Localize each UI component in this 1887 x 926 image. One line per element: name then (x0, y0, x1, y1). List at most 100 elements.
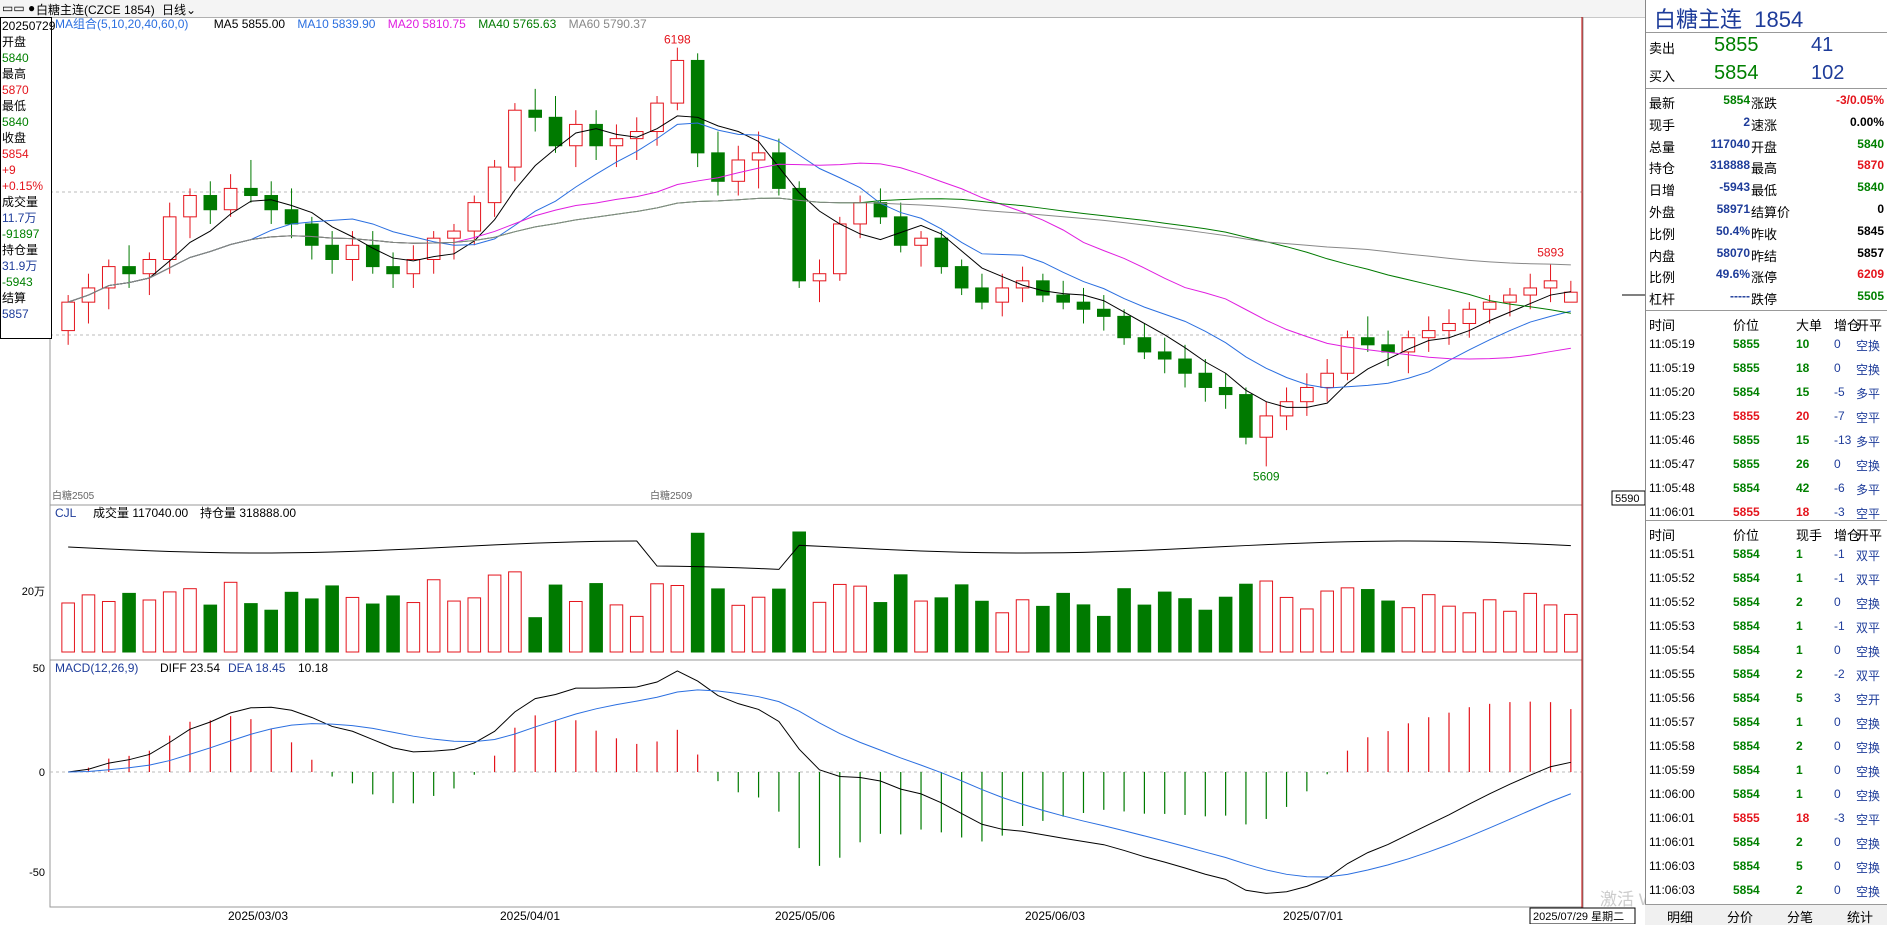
candle-body (203, 195, 218, 211)
quote-value: 0 (1877, 202, 1884, 216)
candle-body (975, 287, 989, 303)
quote-value: 58070 (1716, 245, 1750, 260)
list-cell: 5855 (1733, 811, 1760, 825)
list-cell: 双平 (1856, 621, 1881, 635)
period-selector[interactable]: 日线⌄ (162, 3, 197, 17)
quote-value: 2 (1743, 114, 1750, 129)
list-cell: 0 (1834, 835, 1841, 849)
list-item[interactable]: 11:05:58 5854 2 0 空换 (1646, 736, 1887, 758)
macd-legend-dea: DEA 18.45 (228, 661, 286, 675)
tab-0[interactable]: 明细 (1667, 910, 1694, 925)
candle-body (467, 202, 482, 232)
list-cell: 0 (1834, 859, 1841, 873)
list-cell: -1 (1834, 619, 1845, 633)
candle-body (1036, 280, 1050, 296)
tab-3[interactable]: 统计 (1847, 910, 1874, 925)
tab-1[interactable]: 分价 (1727, 910, 1754, 925)
volume-label: 成交量 (2, 195, 39, 209)
list-item[interactable]: 11:05:23 5855 20 -7 空平 (1646, 406, 1887, 428)
volume-bar (589, 583, 603, 653)
menu-icon[interactable]: ▭▭ ● (2, 1, 36, 15)
list-cell: 42 (1796, 481, 1810, 495)
low-value: 5840 (2, 115, 29, 129)
list-item[interactable]: 11:05:19 5855 18 0 空换 (1646, 358, 1887, 380)
list-item[interactable]: 11:05:48 5854 42 -6 多平 (1646, 478, 1887, 500)
volume-bar (528, 617, 543, 653)
list-item[interactable]: 11:06:00 5854 1 0 空换 (1646, 784, 1887, 806)
list-cell: 5854 (1733, 883, 1760, 897)
list-cell: 1 (1796, 547, 1803, 561)
list-cell: 3 (1834, 691, 1841, 705)
list-item[interactable]: 11:05:47 5855 26 0 空换 (1646, 454, 1887, 476)
list-item[interactable]: 11:05:51 5854 1 -1 双平 (1646, 544, 1887, 566)
list-item[interactable]: 11:06:01 5855 18 -3 空平 (1646, 808, 1887, 830)
list-item[interactable]: 11:05:56 5854 5 3 空开 (1646, 688, 1887, 710)
list-cell: 空换 (1856, 741, 1881, 755)
change-pct: +0.15% (2, 179, 44, 193)
candle-body (142, 259, 157, 275)
list-cell: 5854 (1733, 763, 1760, 777)
volume-bar (61, 602, 75, 653)
list-item[interactable]: 11:06:01 5854 2 0 空换 (1646, 832, 1887, 854)
tab-2[interactable]: 分笔 (1787, 910, 1814, 925)
volume-bar (406, 602, 421, 653)
list-cell: 5854 (1733, 691, 1760, 705)
list-cell: 5855 (1733, 409, 1760, 423)
volume-axis-label: 20万 (22, 586, 45, 598)
list-item[interactable]: 11:06:03 5854 5 0 空换 (1646, 856, 1887, 878)
contract-label: 白糖2509 (650, 489, 693, 502)
high-value: 5870 (2, 83, 29, 97)
list-item[interactable]: 11:05:59 5854 1 0 空换 (1646, 760, 1887, 782)
list-item[interactable]: 11:05:55 5854 2 -2 双平 (1646, 664, 1887, 686)
volume-bar (81, 594, 96, 653)
quote-label: 外盘 (1649, 205, 1676, 220)
high-label: 6198 (664, 33, 691, 47)
ma-legend-item: MA60 5790.37 (569, 17, 647, 31)
volume-bar (1523, 592, 1538, 653)
candle-body (1279, 401, 1294, 417)
candle-body (264, 195, 279, 211)
list-item[interactable]: 11:06:01 5855 18 -3 空平 (1646, 502, 1887, 524)
list-item[interactable]: 11:05:54 5854 1 0 空换 (1646, 640, 1887, 662)
list-cell: 空换 (1856, 789, 1881, 803)
quote-label: 比例 (1649, 270, 1676, 286)
list-cell: 18 (1796, 811, 1810, 825)
volume-bar (264, 609, 279, 653)
candle-body (122, 266, 136, 275)
list-item[interactable]: 11:05:19 5855 10 0 空换 (1646, 334, 1887, 356)
contract-title[interactable]: 白糖主连(CZCE 1854) (36, 3, 155, 17)
list-item[interactable]: 11:05:52 5854 2 0 空换 (1646, 592, 1887, 614)
list-cell: 15 (1796, 433, 1810, 447)
list-cell: 11:05:47 (1649, 457, 1695, 471)
volume-bar (365, 603, 380, 653)
kline-chart[interactable]: 619856095893白糖2505白糖250960005590MA组合(5,1… (0, 17, 1645, 924)
list-cell: 5855 (1733, 337, 1760, 351)
quote-row: 总量 117040 开盘 5840 (1646, 134, 1887, 156)
list-item[interactable]: 11:05:20 5854 15 -5 多平 (1646, 382, 1887, 404)
quote-value: 117040 (1710, 136, 1750, 151)
quote-row: 比例 50.4% 昨收 5845 (1646, 221, 1887, 243)
list-cell: 空开 (1856, 693, 1881, 707)
list-cell: 11:05:52 (1649, 571, 1695, 585)
candle-body (365, 244, 380, 268)
volume-bar (386, 595, 400, 653)
candle-body (447, 230, 461, 239)
candle-body (751, 152, 766, 161)
diff-line (68, 670, 1571, 894)
list-item[interactable]: 11:05:52 5854 1 -1 双平 (1646, 568, 1887, 590)
list-cell: -7 (1834, 409, 1845, 423)
open-label: 开盘 (2, 35, 27, 49)
list-cell: -5 (1834, 385, 1845, 399)
list-cell: 18 (1796, 361, 1810, 375)
column-header: 现手 (1796, 528, 1823, 543)
list-cell: 11:06:01 (1649, 835, 1695, 849)
list-cell: 空换 (1856, 339, 1881, 353)
list-item[interactable]: 11:06:03 5854 2 0 空换 (1646, 880, 1887, 902)
list-cell: 11:06:01 (1649, 811, 1695, 825)
list-item[interactable]: 11:05:53 5854 1 -1 双平 (1646, 616, 1887, 638)
list-cell: 多平 (1856, 483, 1881, 497)
list-cell: 20 (1796, 409, 1810, 423)
list-cell: 2 (1796, 883, 1803, 897)
list-item[interactable]: 11:05:57 5854 1 0 空换 (1646, 712, 1887, 734)
list-item[interactable]: 11:05:46 5855 15 -13 多平 (1646, 430, 1887, 452)
